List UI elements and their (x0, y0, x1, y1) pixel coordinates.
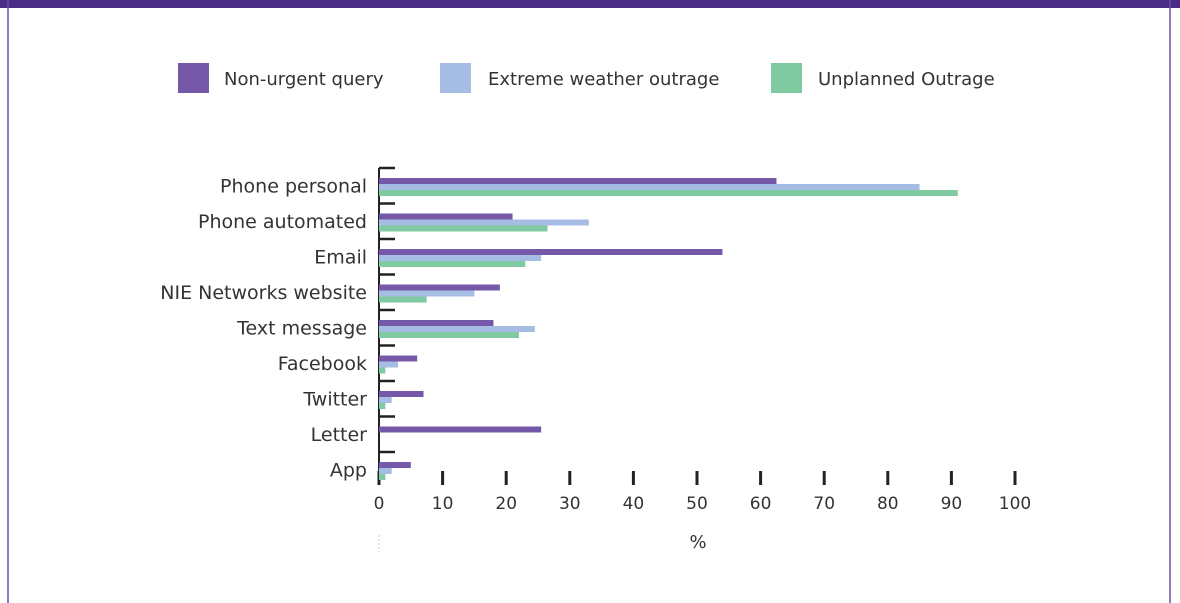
x-tick-label: 10 (432, 494, 454, 514)
bar (379, 326, 535, 332)
x-axis-label: % (689, 532, 706, 553)
bar (379, 332, 519, 338)
bar (379, 255, 542, 261)
bar (379, 355, 418, 362)
x-tick-label: 30 (559, 494, 581, 514)
legend-label: Non-urgent query (224, 69, 384, 90)
y-tick-label: Email (314, 247, 367, 269)
y-tick-label: App (330, 460, 367, 482)
bar (379, 462, 411, 468)
bar (379, 474, 386, 480)
bar (379, 178, 777, 184)
bar (379, 290, 475, 297)
bar (379, 225, 548, 232)
bar (379, 367, 386, 374)
bar (379, 249, 723, 255)
y-tick-label: Twitter (302, 389, 367, 411)
legend-label: Unplanned Outrage (818, 69, 995, 90)
bar (379, 403, 386, 409)
legend-swatch (771, 63, 802, 93)
legend-label: Extreme weather outrage (488, 69, 719, 90)
x-tick-label: 0 (374, 494, 385, 514)
bar (379, 296, 427, 303)
bar (379, 190, 958, 196)
bar (379, 426, 542, 433)
x-tick-label: 20 (495, 494, 517, 514)
bar (379, 261, 526, 267)
x-tick-label: 70 (813, 494, 835, 514)
bar (379, 391, 424, 397)
y-tick-label: Phone automated (198, 211, 367, 233)
top-bar (0, 0, 1180, 8)
bar (379, 284, 500, 291)
x-tick-label: 40 (623, 494, 645, 514)
y-tick-label: Facebook (278, 353, 367, 375)
x-tick-label: 50 (686, 494, 708, 514)
bar (379, 219, 589, 226)
bar (379, 184, 920, 190)
legend-swatch (178, 63, 209, 93)
legend-swatch (440, 63, 471, 93)
bar (379, 320, 494, 326)
y-tick-label: Letter (311, 424, 368, 446)
x-tick-label: 90 (941, 494, 963, 514)
y-tick-label: Phone personal (220, 176, 367, 198)
bar (379, 361, 399, 368)
x-tick-label: 60 (750, 494, 772, 514)
y-tick-label: NIE Networks website (160, 282, 367, 304)
y-tick-label: Text message (236, 318, 367, 340)
x-tick-label: 80 (877, 494, 899, 514)
bar (379, 397, 392, 403)
bar (379, 468, 392, 474)
x-tick-label: 100 (999, 494, 1031, 514)
bar (379, 213, 513, 220)
